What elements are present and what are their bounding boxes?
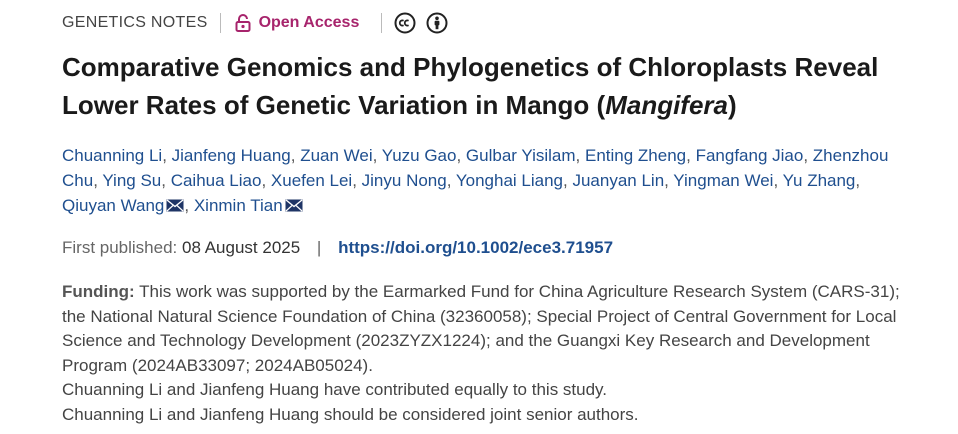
author-link[interactable]: Qiuyan Wang [62,196,165,215]
first-published-date: 08 August 2025 [182,238,301,257]
funding-label: Funding: [62,282,135,301]
author-link[interactable]: Caihua Liao [170,171,262,190]
author-link[interactable]: Zuan Wei [300,146,373,165]
author-separator: , [563,171,573,190]
author-link[interactable]: Fangfang Jiao [695,146,804,165]
author-link[interactable]: Yingman Wei [673,171,774,190]
divider [381,13,383,33]
divider [219,13,221,33]
contribution-note: Chuanning Li and Jianfeng Huang have con… [62,380,608,399]
author-link[interactable]: Yuzu Gao [381,146,457,165]
author-link[interactable]: Xinmin Tian [193,196,283,215]
article-title: Comparative Genomics and Phylogenetics o… [62,48,932,124]
first-published-label: First published: [62,238,178,257]
contribution-note: Chuanning Li and Jianfeng Huang should b… [62,404,639,424]
author-separator: , [686,146,696,165]
author-separator: , [290,146,301,165]
author-link[interactable]: Enting Zheng [584,146,687,165]
author-link[interactable]: Yonghai Liang [455,171,564,190]
author-separator: , [855,171,861,190]
section-label[interactable]: GENETICS NOTES [62,14,208,31]
author-separator: , [162,146,172,165]
author-separator: , [664,171,674,190]
author-separator: , [773,171,783,190]
title-text: Comparative Genomics and Phylogenetics o… [62,52,879,120]
funding-section: Funding: This work was supported by the … [62,280,920,427]
open-access-badge[interactable]: Open Access [235,14,360,32]
author-separator: , [446,171,456,190]
author-separator: , [352,171,362,190]
title-closing-paren: ) [728,90,737,120]
author-list: Chuanning Li, Jianfeng Huang, Zuan Wei, … [62,143,902,218]
author-link[interactable]: Juanyan Lin [572,171,665,190]
author-separator: , [93,171,103,190]
author-link[interactable]: Jinyu Nong [361,171,447,190]
author-link[interactable]: Xuefen Lei [270,171,353,190]
author-link[interactable]: Ying Su [102,171,162,190]
funding-statement: Funding: This work was supported by the … [62,280,920,378]
author-separator: , [184,196,194,215]
author-separator: , [372,146,382,165]
doi-link[interactable]: https://doi.org/10.1002/ece3.71957 [338,238,614,257]
author-link[interactable]: Jianfeng Huang [171,146,291,165]
article-meta-row: GENETICS NOTES Open Access [62,12,458,34]
open-access-label: Open Access [258,14,360,31]
open-lock-icon [235,14,251,32]
email-icon[interactable] [285,194,303,212]
author-separator: , [261,171,271,190]
author-link[interactable]: Gulbar Yisilam [465,146,576,165]
author-separator: , [456,146,466,165]
by-person-icon[interactable] [426,12,448,34]
author-separator: , [161,171,171,190]
publication-info: First published: 08 August 2025 | https:… [62,236,613,260]
author-link[interactable]: Yu Zhang [782,171,856,190]
cc-icon[interactable] [394,12,416,34]
author-separator: , [575,146,585,165]
author-link[interactable]: Chuanning Li [62,146,163,165]
title-genus: Mangifera [605,90,729,120]
author-link[interactable]: Zhenzhou Chu [62,146,889,190]
email-icon[interactable] [166,194,184,212]
funding-text: This work was supported by the Earmarked… [62,282,900,375]
author-separator: , [803,146,813,165]
separator: | [316,238,322,257]
